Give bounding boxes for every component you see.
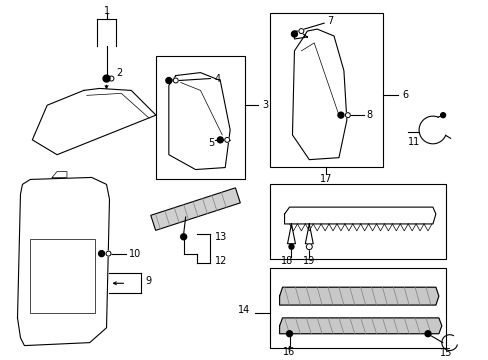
Text: 13: 13	[215, 232, 227, 242]
Text: 6: 6	[402, 90, 407, 100]
Text: 19: 19	[303, 256, 315, 266]
Polygon shape	[279, 318, 441, 334]
Circle shape	[99, 251, 104, 257]
Circle shape	[298, 28, 303, 33]
Bar	[150, 188, 240, 230]
Circle shape	[286, 331, 292, 337]
Circle shape	[305, 244, 312, 249]
Circle shape	[109, 76, 114, 81]
Circle shape	[337, 112, 343, 118]
Circle shape	[224, 138, 229, 142]
Text: 17: 17	[319, 175, 332, 184]
Text: 14: 14	[237, 305, 249, 315]
Text: 18: 18	[281, 256, 293, 266]
Text: 1: 1	[103, 6, 109, 16]
Circle shape	[345, 113, 349, 118]
Circle shape	[181, 234, 186, 240]
Circle shape	[165, 77, 171, 84]
Circle shape	[173, 78, 178, 83]
Text: 15: 15	[439, 347, 451, 357]
Bar	[156, 56, 244, 179]
Circle shape	[288, 244, 293, 249]
Circle shape	[440, 113, 445, 118]
Bar	[269, 13, 383, 167]
Polygon shape	[279, 287, 438, 305]
Text: 10: 10	[129, 249, 141, 258]
Text: 9: 9	[145, 276, 151, 286]
Circle shape	[106, 251, 111, 256]
Text: 4: 4	[214, 73, 220, 84]
Text: 8: 8	[366, 110, 372, 120]
Text: 2: 2	[116, 68, 122, 78]
Bar	[30, 239, 95, 313]
Circle shape	[217, 137, 223, 143]
Circle shape	[291, 31, 297, 37]
Bar	[269, 184, 445, 258]
Text: 11: 11	[407, 137, 420, 147]
Circle shape	[103, 75, 110, 82]
Bar	[269, 269, 445, 347]
Text: 16: 16	[283, 347, 295, 356]
Circle shape	[424, 331, 430, 337]
Text: 5: 5	[208, 138, 214, 148]
Text: 12: 12	[215, 256, 227, 266]
Text: 3: 3	[262, 100, 268, 110]
Text: 7: 7	[326, 16, 333, 26]
